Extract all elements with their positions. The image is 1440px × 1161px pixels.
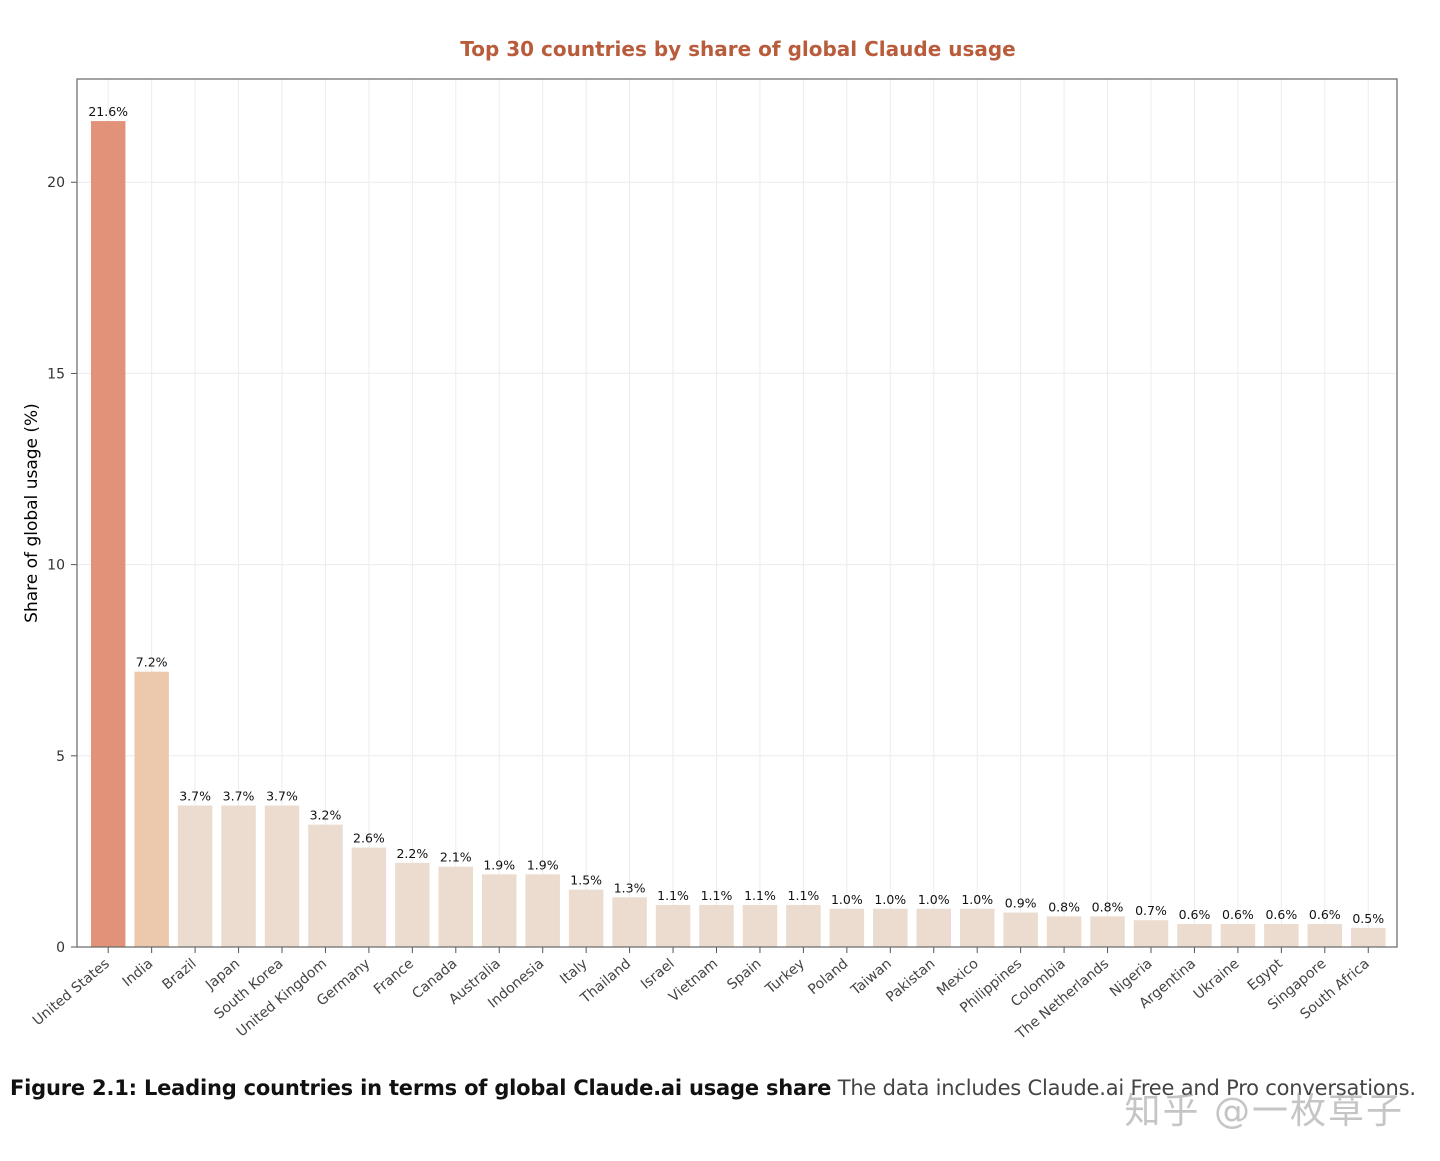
bar — [1264, 924, 1299, 947]
bar-value-label: 1.0% — [831, 892, 863, 907]
x-tick-label: United States — [30, 956, 113, 1029]
bar-value-label: 0.9% — [1005, 896, 1037, 911]
bar — [1133, 920, 1169, 947]
bar-value-label: 1.1% — [657, 888, 689, 903]
x-tick-label: Pakistan — [883, 956, 938, 1006]
chart-title: Top 30 countries by share of global Clau… — [460, 37, 1016, 61]
bar — [525, 874, 560, 947]
bar-value-label: 1.1% — [701, 888, 733, 903]
bar — [134, 671, 169, 947]
y-tick-label: 0 — [56, 940, 65, 956]
x-tick-label: Poland — [805, 956, 851, 998]
x-tick-label: Spain — [724, 956, 764, 993]
x-tick-label: Vietnam — [666, 956, 721, 1006]
bar — [438, 866, 474, 947]
bars — [90, 121, 1386, 948]
y-tick-label: 10 — [47, 558, 65, 574]
bar — [1177, 924, 1212, 947]
y-axis-ticks: 0 5 10 15 20 — [47, 175, 77, 956]
bar — [395, 862, 430, 947]
bar-value-label: 3.7% — [266, 789, 298, 804]
bar-value-label: 7.2% — [136, 655, 168, 670]
bar — [568, 889, 604, 947]
bar-value-label: 1.1% — [744, 888, 776, 903]
bar — [351, 847, 387, 947]
bar — [612, 897, 647, 947]
x-tick-label: Italy — [557, 956, 591, 988]
bar — [482, 874, 517, 947]
bar — [221, 805, 256, 947]
y-axis-label: Share of global usage (%) — [22, 403, 42, 623]
y-tick-label: 5 — [56, 749, 65, 765]
bar-value-label: 0.6% — [1309, 907, 1341, 922]
figure-caption: Figure 2.1: Leading countries in terms o… — [10, 1076, 1430, 1100]
bar — [829, 908, 865, 947]
bar — [916, 908, 951, 947]
figure-caption-label: Figure 2.1: Leading countries in terms o… — [10, 1076, 832, 1100]
bar — [959, 908, 995, 947]
bar — [1090, 916, 1125, 947]
bar-value-label: 0.6% — [1265, 907, 1297, 922]
bar — [177, 805, 213, 947]
bar — [655, 904, 691, 947]
plot-frame — [76, 78, 1398, 948]
bar — [1351, 927, 1386, 947]
y-tick-label: 20 — [47, 175, 65, 191]
bar-value-label: 0.6% — [1222, 907, 1254, 922]
bar — [699, 904, 734, 947]
bar-value-label: 3.7% — [179, 789, 211, 804]
bar-value-label: 0.8% — [1092, 899, 1124, 914]
bar-value-label: 0.5% — [1352, 911, 1384, 926]
y-tick-label: 15 — [47, 366, 65, 382]
bar-value-label: 1.1% — [788, 888, 820, 903]
bar-value-label: 2.2% — [396, 846, 428, 861]
bar — [1220, 924, 1256, 947]
x-tick-label: Ukraine — [1191, 956, 1243, 1003]
bar-value-labels: 21.6% 7.2% 3.7% 3.7% 3.7% 3.2% 2.6% 2.2% 2.1% 1.9… — [88, 104, 1384, 926]
bar-value-label: 1.9% — [527, 857, 559, 872]
bar-chart: Top 30 countries by share of global Clau… — [22, 37, 1398, 1043]
bar — [742, 904, 778, 947]
bar-value-label: 21.6% — [88, 104, 128, 119]
bar — [90, 121, 126, 948]
x-tick-label: Israel — [638, 956, 678, 993]
bar — [1003, 912, 1038, 947]
bar-value-label: 3.7% — [223, 789, 255, 804]
bar-value-label: 1.9% — [483, 857, 515, 872]
bar-value-label: 0.7% — [1135, 903, 1167, 918]
bar-value-label: 1.5% — [570, 873, 602, 888]
bar-value-label: 1.0% — [874, 892, 906, 907]
x-tick-label: India — [120, 956, 157, 990]
bar-value-label: 2.1% — [440, 850, 472, 865]
bar — [1046, 916, 1082, 947]
bar-value-label: 0.8% — [1048, 899, 1080, 914]
bar-value-label: 1.0% — [961, 892, 993, 907]
bar — [264, 805, 300, 947]
figure-caption-text: The data includes Claude.ai Free and Pro… — [831, 1076, 1416, 1100]
bar-value-label: 1.3% — [614, 880, 646, 895]
bar — [1307, 924, 1343, 947]
bar-value-label: 2.6% — [353, 831, 385, 846]
bar-value-label: 3.2% — [310, 808, 342, 823]
bar — [873, 908, 908, 947]
x-tick-label: Turkey — [762, 956, 808, 998]
bar — [786, 904, 821, 947]
bar-value-label: 0.6% — [1179, 907, 1211, 922]
x-tick-label: Brazil — [159, 956, 199, 993]
bar-value-label: 1.0% — [918, 892, 950, 907]
watermark: 知乎 @一枚草子 — [1124, 1091, 1404, 1132]
bar — [308, 824, 343, 947]
